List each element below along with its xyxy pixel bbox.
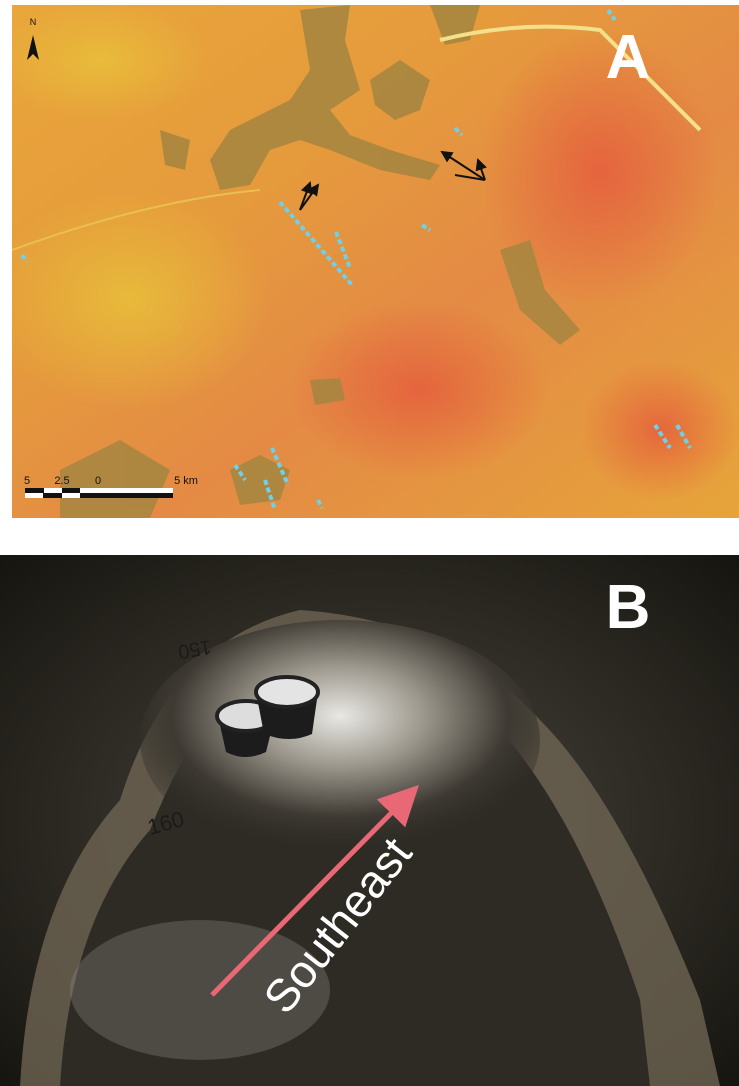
north-label: N (30, 17, 37, 27)
scale-label: 5 (24, 475, 30, 487)
figure: N A 5 2.5 0 5 km 160 (0, 0, 739, 1086)
scale-label: 2.5 (54, 475, 69, 487)
page: N A 5 2.5 0 5 km 160 (0, 0, 739, 1086)
panel-label: B (606, 573, 651, 642)
scale-label: 5 km (174, 475, 198, 487)
panel-a-map: N A 5 2.5 0 5 km (0, 0, 739, 518)
panel-label: A (606, 23, 651, 92)
scale-label: 0 (95, 475, 101, 487)
panel-b-photo: 160 150 Southeast B (0, 555, 739, 1086)
